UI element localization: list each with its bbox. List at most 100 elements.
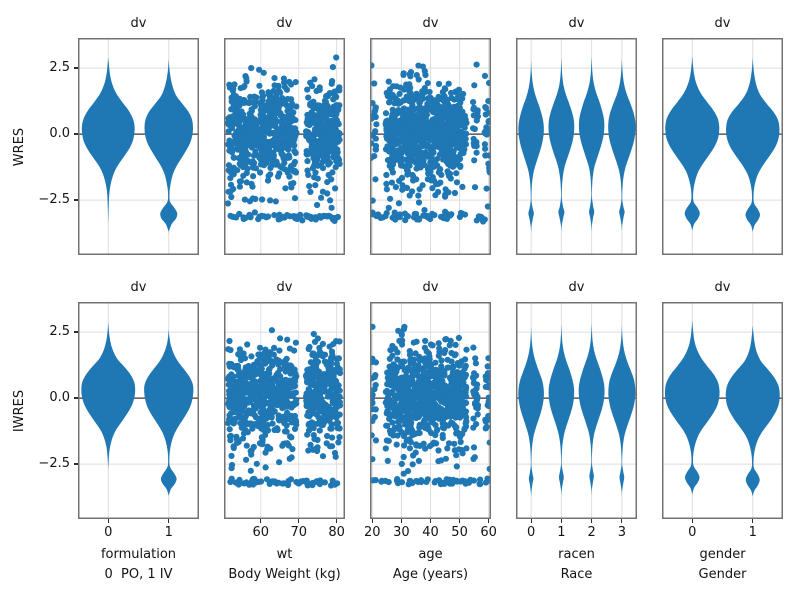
plot-area-r0c1: [224, 38, 345, 255]
panel-title-r0c0: dv: [130, 16, 147, 31]
violin-racen-3: [608, 58, 636, 233]
x-tick-label: 70: [290, 525, 307, 540]
x-axis-sublabel-age: Age (years): [392, 567, 469, 582]
axes-spines: [224, 38, 345, 255]
panel-title-r1c4: dv: [714, 280, 731, 295]
x-tick-mark: [298, 519, 300, 523]
y-tick-mark: [74, 463, 78, 465]
plot-area-r1c4: [662, 302, 783, 519]
y-tick-label: 2.5: [49, 324, 70, 340]
violin-racen-1: [548, 324, 575, 498]
x-tick-label: 0: [104, 525, 113, 540]
x-tick-label: 30: [393, 525, 410, 540]
x-axis-label-racen: racen: [558, 547, 595, 562]
x-axis-sublabel-racen: Race: [560, 567, 593, 582]
x-tick-label: 80: [328, 525, 345, 540]
y-axis-label-wres: WRES: [12, 127, 27, 166]
y-tick-mark: [74, 397, 78, 399]
violin-formulation-1: [144, 329, 194, 497]
axes-spines: [662, 302, 783, 519]
panel-title-r1c2: dv: [422, 280, 439, 295]
x-tick-mark: [691, 519, 693, 523]
x-axis-label-age: age: [418, 547, 443, 562]
panel-title-r0c1: dv: [276, 16, 293, 31]
axes-spines: [224, 302, 345, 519]
violin-gender-1: [725, 325, 780, 498]
plot-area-r0c3: [516, 38, 637, 255]
panel-title-r1c0: dv: [130, 280, 147, 295]
x-tick-label: 60: [252, 525, 270, 540]
y-axis-label-iwres: IWRES: [12, 389, 27, 432]
x-tick-mark: [168, 519, 170, 523]
x-tick-label: 50: [451, 525, 468, 540]
x-tick-label: 1: [748, 525, 757, 540]
plot-area-r1c3: [516, 302, 637, 519]
axes-spines: [78, 302, 199, 519]
violin-gender-1: [726, 57, 780, 233]
axes-spines: [516, 38, 637, 255]
y-tick-label: −2.5: [38, 456, 70, 472]
x-tick-mark: [560, 519, 562, 523]
x-tick-mark: [458, 519, 461, 523]
plot-area-r0c4: [662, 38, 783, 255]
y-tick-mark: [74, 199, 78, 201]
panel-title-r0c3: dv: [568, 16, 585, 31]
x-tick-label: 3: [617, 525, 627, 540]
x-tick-label: 1: [164, 525, 173, 540]
x-tick-label: 2: [587, 525, 596, 540]
plot-area-r0c0: [78, 38, 199, 255]
scatter-points: [224, 54, 343, 224]
violin-formulation-0: [81, 57, 135, 227]
violin-racen-3: [608, 325, 636, 498]
violin-formulation-1: [144, 58, 193, 233]
violin-gender-0: [664, 320, 720, 496]
plot-area-r1c0: [78, 302, 199, 519]
panel-title-r0c4: dv: [714, 16, 731, 31]
x-axis-sublabel-gender: Gender: [698, 567, 747, 582]
x-axis-sublabel-formulation: 0 PO, 1 IV: [104, 567, 173, 582]
plot-area-r1c1: [224, 302, 345, 519]
axes-spines: [370, 302, 491, 519]
x-axis-label-gender: gender: [699, 547, 746, 562]
y-tick-mark: [74, 331, 78, 333]
x-tick-label: 1: [557, 525, 566, 540]
axes-spines: [662, 38, 783, 255]
x-tick-mark: [260, 519, 262, 523]
y-tick-label: 0.0: [49, 390, 70, 406]
scatter-points: [370, 61, 491, 225]
violin-racen-2: [578, 322, 605, 497]
axes-spines: [370, 38, 491, 255]
y-tick-mark: [74, 133, 78, 135]
violin-racen-1: [548, 57, 575, 233]
x-tick-mark: [336, 519, 338, 523]
y-tick-label: 2.5: [49, 60, 70, 76]
violin-gender-0: [665, 56, 720, 232]
x-tick-mark: [621, 519, 623, 523]
x-tick-label: 0: [526, 525, 536, 540]
x-tick-mark: [371, 519, 373, 523]
y-tick-label: −2.5: [38, 192, 70, 208]
y-tick-mark: [74, 67, 78, 69]
violin-racen-2: [578, 56, 605, 233]
scatter-points: [224, 327, 344, 489]
plot-area-r1c2: [370, 302, 491, 519]
axes-spines: [78, 38, 199, 255]
x-tick-label: 60: [480, 525, 497, 540]
scatter-points: [370, 323, 491, 488]
violin-racen-0: [518, 326, 544, 498]
x-tick-mark: [107, 519, 109, 523]
violin-formulation-0: [81, 321, 136, 472]
panel-title-r1c1: dv: [276, 280, 293, 295]
x-tick-mark: [752, 519, 754, 523]
x-tick-label: 20: [364, 525, 381, 540]
x-tick-label: 0: [688, 525, 697, 540]
x-axis-label-formulation: formulation: [100, 547, 177, 562]
x-tick-mark: [400, 519, 402, 523]
x-axis-sublabel-wt: Body Weight (kg): [228, 567, 341, 582]
panel-title-r1c3: dv: [568, 280, 585, 295]
x-tick-label: 40: [422, 525, 439, 540]
x-tick-mark: [530, 519, 532, 523]
plot-area-r0c2: [370, 38, 491, 255]
x-axis-label-wt: wt: [276, 547, 293, 562]
